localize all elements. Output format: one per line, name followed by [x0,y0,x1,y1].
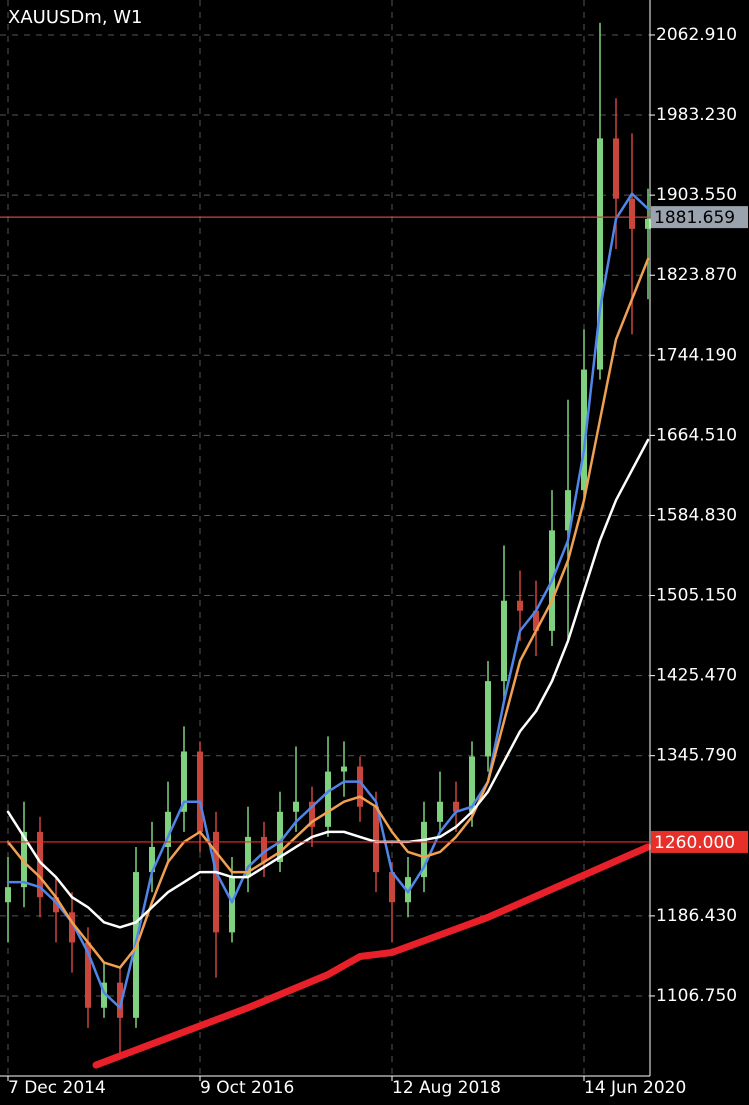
y-tick-label: 1186.430 [656,906,737,926]
candle-body [469,756,475,812]
price-label: 1881.659 [654,208,735,228]
candle [5,857,11,943]
candle-body [69,912,75,943]
candle-body [629,198,635,229]
candle-body [213,831,219,933]
y-tick-label: 1983.230 [656,105,737,125]
candle-body [165,811,171,847]
candle [181,726,187,832]
candle-body [181,751,187,812]
candle-body [21,831,27,888]
candle [53,877,59,943]
candle-body [373,806,379,873]
candle [341,741,347,797]
y-tick-label: 1903.550 [656,185,737,205]
candle [581,329,587,501]
candle-body [245,836,251,878]
candle [533,580,539,656]
y-tick-label: 1345.790 [656,746,737,766]
candle [485,661,491,772]
candle [213,811,219,978]
price-label: 1260.000 [654,833,735,853]
y-tick-label: 1106.750 [656,986,737,1006]
candle [501,545,507,702]
candle-body [309,801,315,827]
y-tick-label: 1584.830 [656,505,737,525]
y-tick-label: 1744.190 [656,345,737,365]
candle [21,801,27,908]
candle-body [645,218,651,229]
candle-body [405,877,411,903]
candle [69,892,75,973]
candle [293,746,299,832]
candle-body [229,877,235,933]
y-tick-label: 1505.150 [656,586,737,606]
plot-area [0,0,652,1075]
candle-body [5,887,11,903]
candle [357,756,363,822]
candle [453,781,459,832]
candle [565,399,571,641]
candle-body [421,821,427,878]
chart-title: XAUUSDm, W1 [8,7,143,28]
y-tick-label: 1664.510 [656,425,737,445]
y-tick-label: 1425.470 [656,666,737,686]
candle-body [613,138,619,199]
series-line [6,438,650,929]
candle-body [53,897,59,913]
candle-body [533,610,539,631]
candle-body [149,846,155,873]
series-line [6,257,650,969]
candle-body [293,801,299,812]
series-line [6,192,650,1010]
candle-body [117,982,123,1018]
candle [389,862,395,943]
y-tick-label: 1823.870 [656,265,737,285]
candle-body [261,836,267,863]
candle [277,791,283,873]
candle-body [197,751,203,832]
candle-body [277,811,283,863]
candle-body [325,771,331,827]
price-label-bg [651,830,748,853]
series-line [92,843,652,1069]
candle-body [501,600,507,682]
candle-body [389,872,395,903]
candle [117,967,123,1053]
candle-body [437,801,443,822]
candle-body [453,801,459,812]
candle [149,821,155,893]
x-tick-label: 7 Dec 2014 [8,1078,106,1098]
candle-body [341,766,347,772]
candle-body [597,138,603,370]
candle-body [581,369,587,491]
candle-body [565,490,571,531]
candle-body [517,600,523,611]
candle-body [101,982,107,1008]
candle-body [357,766,363,807]
candle [37,816,43,918]
x-tick-label: 12 Aug 2018 [392,1078,501,1098]
x-tick-label: 9 Oct 2016 [200,1078,294,1098]
candle-body [485,681,491,757]
candle-body [85,942,91,1008]
y-tick-label: 2062.910 [656,25,737,45]
price-label-bg [651,206,748,229]
candle [165,781,171,863]
candle [421,801,427,893]
candle [437,771,443,832]
candle-body [37,831,43,898]
x-tick-label: 14 Jun 2020 [584,1078,686,1098]
candle [405,857,411,918]
candle [325,736,331,837]
